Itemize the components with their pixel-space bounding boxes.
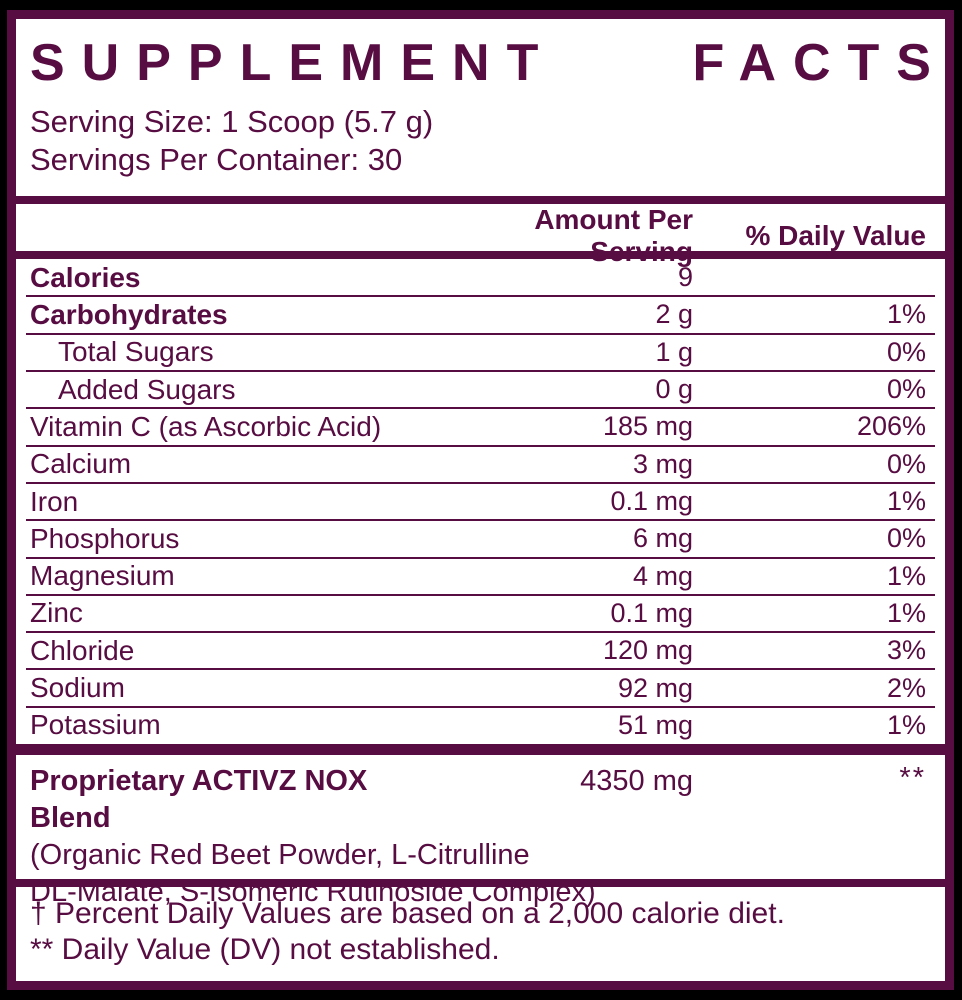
amount-value: 2 g — [655, 299, 693, 330]
table-row: Chloride 120 mg 3% — [16, 632, 945, 671]
table-row: Carbohydrates 2 g 1% — [16, 296, 945, 335]
footnote-daily-values: † Percent Daily Values are based on a 2,… — [30, 897, 785, 930]
proprietary-blend-section: Proprietary ACTIVZ NOX Blend 4350 mg ** … — [16, 755, 945, 908]
blend-amount: 4350 mg — [580, 765, 693, 797]
separator-bar — [16, 879, 945, 887]
amount-value: 0 g — [655, 374, 693, 405]
separator-bar — [16, 251, 945, 259]
nutrient-label: Phosphorus — [30, 522, 180, 554]
nutrient-label: Added Sugars — [58, 373, 236, 405]
amount-value: 1 g — [655, 336, 693, 367]
nutrient-label: Total Sugars — [58, 336, 214, 368]
amount-value: 92 mg — [617, 672, 693, 703]
separator-bar — [16, 196, 945, 204]
table-header-section: Amount Per Serving % Daily Value — [16, 204, 945, 267]
nutrient-label: Calcium — [30, 448, 132, 480]
amount-value: 120 mg — [602, 635, 693, 666]
servings-per-container-line: Servings Per Container: 30 — [30, 142, 403, 177]
daily-value-percent: 1% — [886, 486, 926, 517]
table-row: Added Sugars 0 g 0% — [16, 371, 945, 410]
amount-value: 0.1 mg — [610, 486, 693, 517]
table-row: Potassium 51 mg 1% — [16, 707, 945, 744]
title-section: SUPPLEMENT FACTS Serving Size: 1 Scoop (… — [16, 19, 945, 196]
table-row: Sodium 92 mg 2% — [16, 669, 945, 709]
amount-value: 6 mg — [632, 523, 693, 554]
amount-value: 4 mg — [632, 560, 693, 591]
supplement-facts-panel: SUPPLEMENT FACTS Serving Size: 1 Scoop (… — [7, 10, 954, 990]
amount-value: 0.1 mg — [610, 597, 693, 628]
panel-title-word-1: SUPPLEMENT — [30, 34, 556, 92]
nutrient-table: Calories 9 Carbohydrates 2 g 1% Total Su… — [16, 259, 945, 744]
panel-title: SUPPLEMENT FACTS — [30, 32, 931, 96]
table-row: Calcium 3 mg 0% — [16, 446, 945, 485]
daily-value-percent: 1% — [886, 597, 926, 628]
serving-size-line: Serving Size: 1 Scoop (5.7 g) — [30, 104, 434, 139]
daily-value-percent: 0% — [886, 374, 926, 405]
table-row: Calories 9 — [16, 259, 945, 298]
panel-title-word-2: FACTS — [692, 34, 948, 92]
nutrient-label: Carbohydrates — [30, 298, 228, 330]
nutrient-label: Vitamin C (as Ascorbic Acid) — [30, 410, 382, 442]
blend-name: Proprietary ACTIVZ NOX Blend — [30, 765, 368, 834]
nutrient-label: Sodium — [30, 672, 125, 704]
daily-value-percent: 206% — [856, 411, 926, 442]
amount-value: 9 — [677, 262, 693, 293]
daily-value-percent: 0% — [886, 523, 926, 554]
daily-value-percent: 3% — [886, 635, 926, 666]
footnote-dv-not-established: ** Daily Value (DV) not established. — [30, 933, 500, 966]
daily-value-percent: 1% — [886, 709, 926, 740]
blend-ingredients-line-1: (Organic Red Beet Powder, L-Citrulline — [30, 839, 530, 871]
table-row: Zinc 0.1 mg 1% — [16, 595, 945, 634]
blend-row: Proprietary ACTIVZ NOX Blend 4350 mg ** — [16, 763, 945, 837]
table-row: Iron 0.1 mg 1% — [16, 483, 945, 522]
nutrient-label: Potassium — [30, 709, 161, 741]
table-row: Vitamin C (as Ascorbic Acid) 185 mg 206% — [16, 408, 945, 447]
daily-value-header: % Daily Value — [745, 220, 926, 251]
amount-value: 3 mg — [632, 448, 693, 479]
nutrient-label: Magnesium — [30, 560, 175, 592]
table-row: Total Sugars 1 g 0% — [16, 334, 945, 373]
amount-value: 51 mg — [617, 709, 693, 740]
blend-dv-asterisks: ** — [899, 762, 926, 794]
daily-value-percent: 1% — [886, 299, 926, 330]
amount-value: 185 mg — [602, 411, 693, 442]
nutrient-label: Iron — [30, 485, 79, 517]
daily-value-percent: 1% — [886, 560, 926, 591]
table-header-row: Amount Per Serving % Daily Value — [16, 204, 945, 267]
nutrient-label: Chloride — [30, 634, 135, 666]
daily-value-percent: 0% — [886, 448, 926, 479]
footnotes-section: † Percent Daily Values are based on a 2,… — [16, 887, 945, 981]
nutrient-label: Calories — [30, 261, 141, 293]
daily-value-percent: 2% — [886, 672, 926, 703]
nutrient-label: Zinc — [30, 597, 83, 629]
table-row: Magnesium 4 mg 1% — [16, 558, 945, 597]
table-row: Phosphorus 6 mg 0% — [16, 520, 945, 559]
separator-bar — [16, 744, 945, 755]
serving-info: Serving Size: 1 Scoop (5.7 g) Servings P… — [30, 103, 931, 179]
daily-value-percent: 0% — [886, 336, 926, 367]
